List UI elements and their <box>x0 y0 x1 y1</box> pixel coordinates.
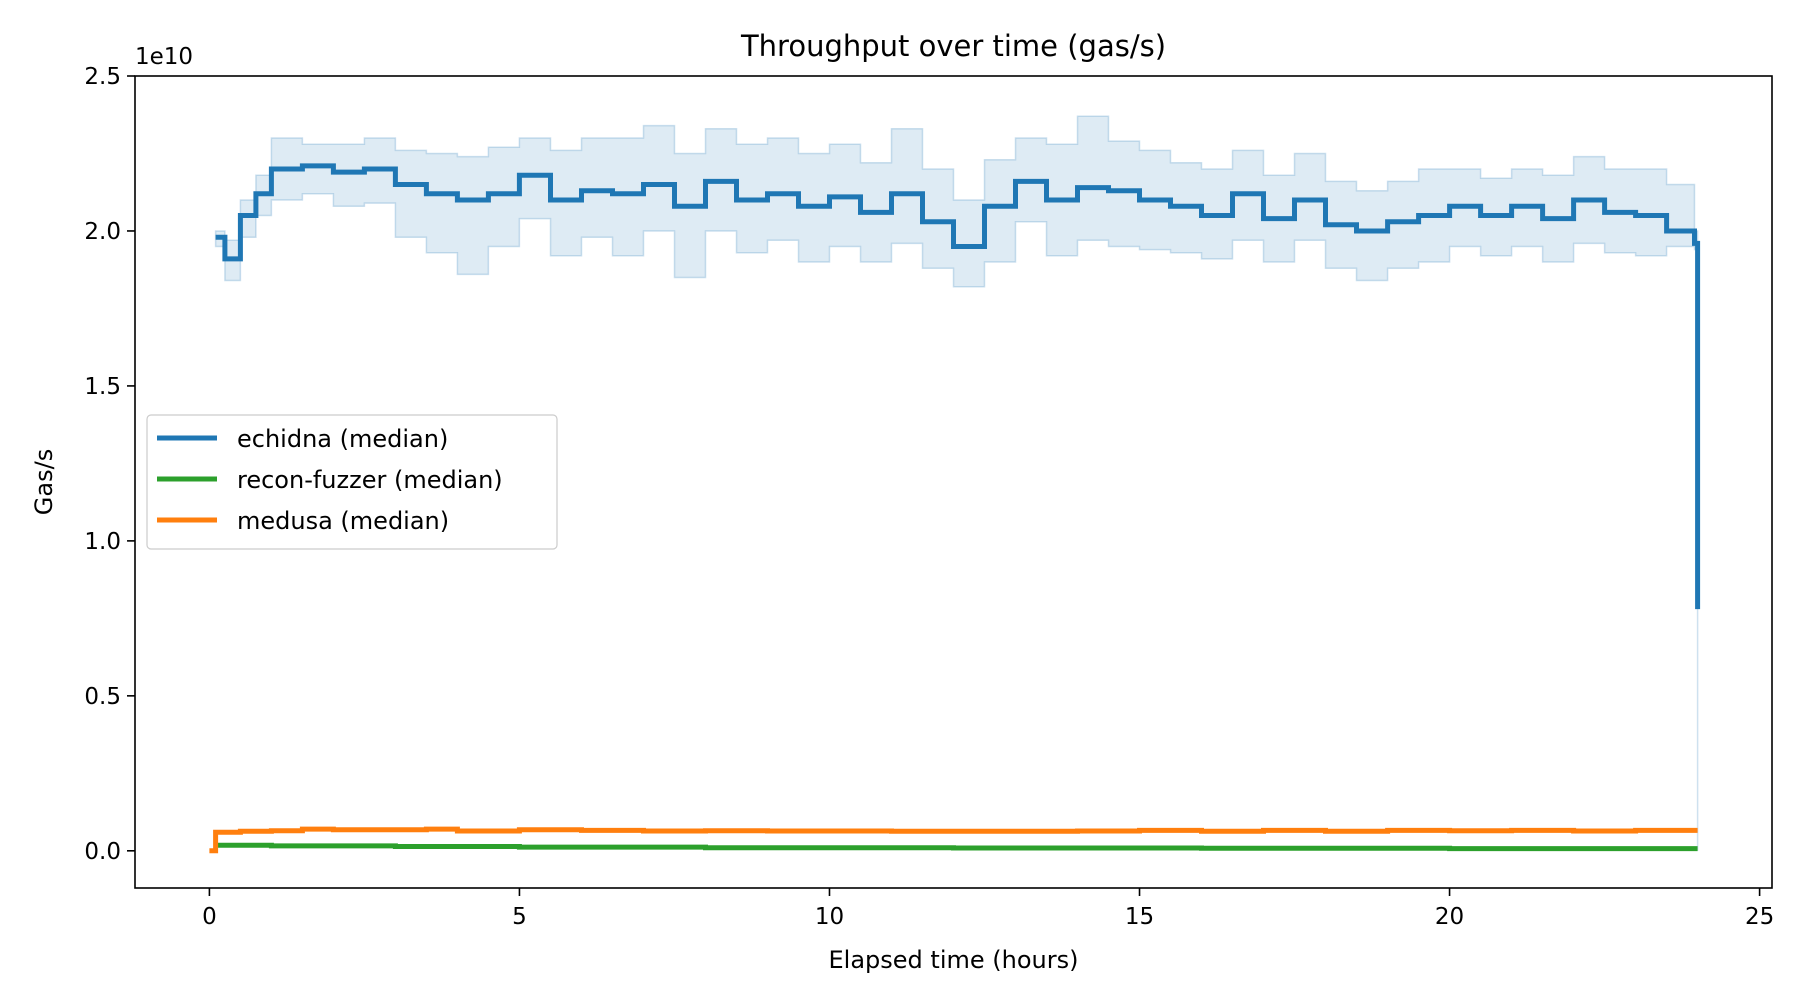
x-axis-ticks: 0 5 10 15 20 25 <box>202 888 1774 930</box>
x-tick-label: 5 <box>512 904 527 930</box>
confidence-band <box>214 115 1699 851</box>
x-tick-label: 20 <box>1435 904 1464 930</box>
legend-label: recon-fuzzer (median) <box>237 466 503 494</box>
x-axis-label: Elapsed time (hours) <box>829 946 1079 974</box>
y-tick-label: 0.0 <box>84 839 121 865</box>
series-line-2 <box>209 826 1698 854</box>
y-tick-label: 2.5 <box>84 64 121 90</box>
y-tick-label: 1.5 <box>84 374 121 400</box>
y-axis-label: Gas/s <box>30 449 58 515</box>
plot-area-frame <box>134 75 1773 889</box>
y-axis-ticks: 0.0 0.5 1.0 1.5 2.0 2.5 <box>84 64 135 865</box>
x-tick-label: 25 <box>1745 904 1774 930</box>
y-axis-multiplier: 1e10 <box>135 44 193 70</box>
band-layer <box>214 115 1699 851</box>
x-tick-label: 10 <box>815 904 844 930</box>
legend-box <box>146 414 558 550</box>
chart-title: Throughput over time (gas/s) <box>740 29 1166 63</box>
x-tick-label: 0 <box>202 904 217 930</box>
y-tick-label: 2.0 <box>84 219 121 245</box>
legend-label: echidna (median) <box>237 425 448 453</box>
legend: echidna (median) recon-fuzzer (median) med… <box>146 414 558 550</box>
legend-label: medusa (median) <box>237 507 449 535</box>
y-tick-label: 1.0 <box>84 529 121 555</box>
series-line-0 <box>215 163 1701 610</box>
y-tick-label: 0.5 <box>84 684 121 710</box>
x-tick-label: 15 <box>1125 904 1154 930</box>
series-layer <box>209 163 1701 854</box>
series-line-1 <box>215 842 1698 852</box>
